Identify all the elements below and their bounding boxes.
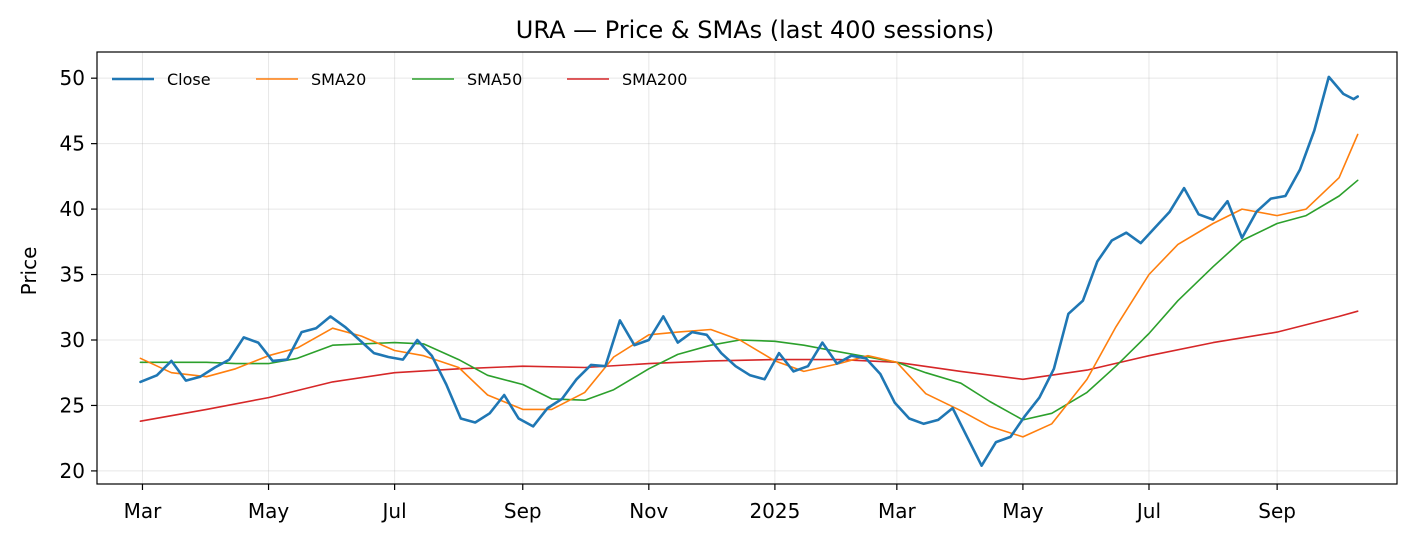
chart-title: URA — Price & SMAs (last 400 sessions): [516, 16, 994, 44]
x-axis: Mar May Jul Sep Nov 2025 Mar May Jul Sep: [124, 484, 1296, 523]
x-tick-label: May: [1002, 499, 1044, 523]
series-line-sma50: [139, 179, 1359, 421]
x-tick-label: 2025: [749, 499, 800, 523]
y-tick-label: 35: [60, 263, 85, 287]
legend-label-close: Close: [167, 70, 211, 89]
x-tick-label: Jul: [1135, 499, 1161, 523]
legend-label-sma20: SMA20: [311, 70, 366, 89]
legend-label-sma50: SMA50: [467, 70, 522, 89]
legend: Close SMA20 SMA50 SMA200: [112, 70, 687, 89]
x-tick-label: Nov: [629, 499, 668, 523]
series-line-sma20: [139, 133, 1359, 438]
y-axis-label: Price: [17, 247, 41, 296]
legend-label-sma200: SMA200: [622, 70, 687, 89]
x-tick-label: Mar: [878, 499, 917, 523]
y-tick-label: 25: [60, 393, 85, 417]
y-tick-label: 40: [60, 197, 85, 221]
series-lines: [139, 75, 1359, 468]
x-tick-label: Sep: [1258, 499, 1296, 523]
plot-area-frame: [96, 51, 1398, 485]
series-line-close: [139, 75, 1359, 468]
y-tick-label: 30: [60, 328, 85, 352]
y-tick-label: 20: [60, 459, 85, 483]
x-tick-label: Sep: [504, 499, 542, 523]
x-tick-label: May: [248, 499, 290, 523]
x-tick-label: Jul: [381, 499, 407, 523]
y-axis: 20 25 30 35 40 45 50: [60, 66, 97, 483]
y-tick-label: 50: [60, 66, 85, 90]
x-tick-label: Mar: [124, 499, 163, 523]
y-tick-label: 45: [60, 132, 85, 156]
